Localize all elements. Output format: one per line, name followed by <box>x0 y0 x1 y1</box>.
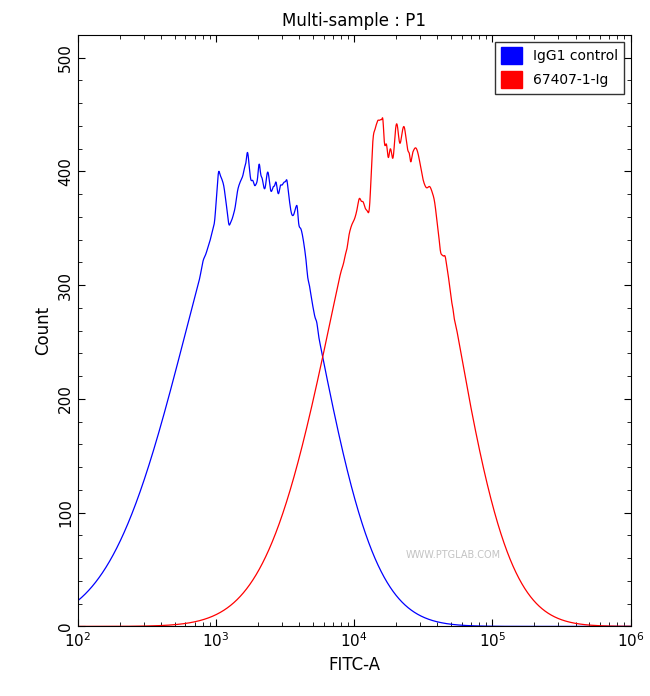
Text: WWW.PTGLAB.COM: WWW.PTGLAB.COM <box>406 551 501 560</box>
Title: Multi-sample : P1: Multi-sample : P1 <box>282 13 426 31</box>
X-axis label: FITC-A: FITC-A <box>328 656 380 674</box>
Y-axis label: Count: Count <box>34 306 53 355</box>
Legend: IgG1 control, 67407-1-Ig: IgG1 control, 67407-1-Ig <box>495 42 623 94</box>
